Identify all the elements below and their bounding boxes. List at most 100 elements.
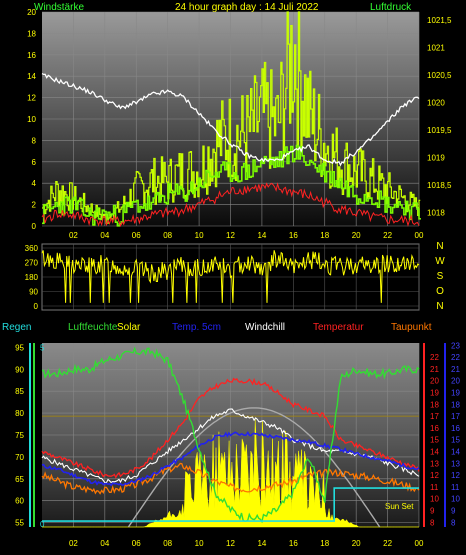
label-luftdruck: Luftdruck <box>370 2 412 13</box>
x-tick-label-p3: 04 <box>100 539 109 548</box>
temperature-tick-label: 10 <box>430 495 439 504</box>
x-tick-label-p1: 16 <box>289 231 298 240</box>
temperature-tick-label: 9 <box>430 506 435 515</box>
temp5-series-line <box>41 430 420 487</box>
legend-luftfeuchte: Luftfeuchte <box>68 322 118 333</box>
dewpoint-series-line <box>41 462 420 495</box>
temp5-tick-label: 13 <box>451 459 460 468</box>
humidity-tick-label: 75 <box>15 431 24 440</box>
y-tick-label-left-p1: 4 <box>32 179 37 188</box>
temperature-tick-label: 17 <box>430 412 439 421</box>
compass-label-s: S <box>437 271 444 282</box>
y-tick-label-left-p1: 10 <box>27 115 36 124</box>
temp5-tick-label: 12 <box>451 471 460 480</box>
humidity-tick-label: 80 <box>15 409 24 418</box>
x-tick-label-p1: 22 <box>383 231 392 240</box>
temperature-tick-label: 19 <box>430 389 439 398</box>
y-tick-label-left-p1: 12 <box>27 94 36 103</box>
temperature-tick-label: 18 <box>430 400 439 409</box>
y-tick-label-left-p1: 14 <box>27 72 36 81</box>
y-tick-label-left-p1: 18 <box>27 29 36 38</box>
rain-series-line <box>42 487 419 522</box>
x-tick-label-p1: 02 <box>69 231 78 240</box>
direction-series-line <box>41 250 420 303</box>
y-tick-label-right-p1: 1020,5 <box>427 71 452 80</box>
legend-solar: Solar <box>117 322 141 333</box>
temp5-tick-label: 21 <box>451 365 460 374</box>
x-tick-label-p1: 04 <box>100 231 109 240</box>
humidity-tick-label: 90 <box>15 365 24 374</box>
y-tick-label-p2: 360 <box>25 244 39 253</box>
x-tick-label-p3: 12 <box>226 539 235 548</box>
x-tick-label-p1: 14 <box>257 231 266 240</box>
temperature-tick-label: 20 <box>430 377 439 386</box>
x-tick-label-p3: 18 <box>320 539 329 548</box>
y-tick-label-left-p1: 2 <box>32 201 37 210</box>
temperature-tick-label: 8 <box>430 518 435 527</box>
temp5-tick-label: 9 <box>451 506 456 515</box>
compass-label-n: N <box>436 241 443 252</box>
y-tick-label-right-p1: 1021 <box>427 44 445 53</box>
humidity-tick-label: 65 <box>15 475 24 484</box>
x-tick-label-p3: 10 <box>195 539 204 548</box>
sunset-annotation: Sun Set <box>385 502 414 511</box>
x-tick-label-p3: 14 <box>257 539 266 548</box>
x-tick-label-p1: 18 <box>320 231 329 240</box>
y-tick-label-left-p1: 16 <box>27 51 36 60</box>
y-tick-label-right-p1: 1018 <box>427 208 445 217</box>
legend-temp5cm: Temp. 5cm <box>172 322 221 333</box>
y-tick-label-right-p1: 1021,5 <box>427 16 452 25</box>
y-tick-label-left-p1: 6 <box>32 158 37 167</box>
temp5-tick-label: 16 <box>451 424 460 433</box>
temperature-tick-label: 12 <box>430 471 439 480</box>
x-tick-label-p3: 16 <box>289 539 298 548</box>
temperature-tick-label: 11 <box>430 483 439 492</box>
temperature-tick-label: 16 <box>430 424 439 433</box>
temperature-tick-label: 13 <box>430 459 439 468</box>
x-tick-label-p3: 22 <box>383 539 392 548</box>
x-tick-label-p1: 08 <box>163 231 172 240</box>
legend-windchill: Windchill <box>245 322 285 333</box>
y-tick-label-left-p1: 8 <box>32 136 37 145</box>
temperature-tick-label: 21 <box>430 365 439 374</box>
y-tick-label-p2: 270 <box>25 259 39 268</box>
y-tick-label-right-p1: 1019 <box>427 153 445 162</box>
wind-series-line <box>42 144 421 227</box>
humidity-series-line <box>41 346 420 524</box>
humidity-tick-label: 95 <box>15 343 24 352</box>
label-windstaerke: Windstärke <box>34 2 84 13</box>
solar-series-area <box>42 418 419 528</box>
chart-title: 24 hour graph day : 14 Juli 2022 <box>175 2 319 13</box>
temperature-tick-label: 14 <box>430 448 439 457</box>
temp5-tick-label: 14 <box>451 448 460 457</box>
humidity-tick-label: 85 <box>15 387 24 396</box>
x-tick-label-p3: 02 <box>69 539 78 548</box>
legend-taupunkt: Taupunkt <box>391 322 432 333</box>
compass-label-w: W <box>435 256 445 267</box>
x-tick-label-p3: 20 <box>352 539 361 548</box>
pressure-series-line <box>41 73 420 167</box>
x-tick-label-p1: 06 <box>132 231 141 240</box>
humidity-tick-label: 55 <box>15 519 24 528</box>
temp5-tick-label: 19 <box>451 389 460 398</box>
temp5-tick-label: 8 <box>451 518 456 527</box>
x-tick-label-p1: 00 <box>415 231 424 240</box>
x-tick-label-p3: 06 <box>132 539 141 548</box>
compass-label-n: N <box>436 301 443 312</box>
temperature-tick-label: 15 <box>430 436 439 445</box>
y-tick-label-p2: 180 <box>25 273 39 282</box>
y-tick-label-p2: 90 <box>29 288 38 297</box>
y-tick-label-p2: 0 <box>34 302 39 311</box>
temperature-series-line <box>41 377 420 479</box>
temperature-tick-label: 22 <box>430 353 439 362</box>
temp5-tick-label: 11 <box>451 483 460 492</box>
temp5-tick-label: 23 <box>451 341 460 350</box>
humidity-tick-label: 60 <box>15 497 24 506</box>
x-tick-label-p1: 20 <box>352 231 361 240</box>
y-tick-label-right-p1: 1019,5 <box>427 126 452 135</box>
x-tick-label-p1: 10 <box>195 231 204 240</box>
legend-regen: Regen <box>2 322 31 333</box>
rain-tick-label: 5 <box>40 343 45 352</box>
temp5-tick-label: 22 <box>451 353 460 362</box>
